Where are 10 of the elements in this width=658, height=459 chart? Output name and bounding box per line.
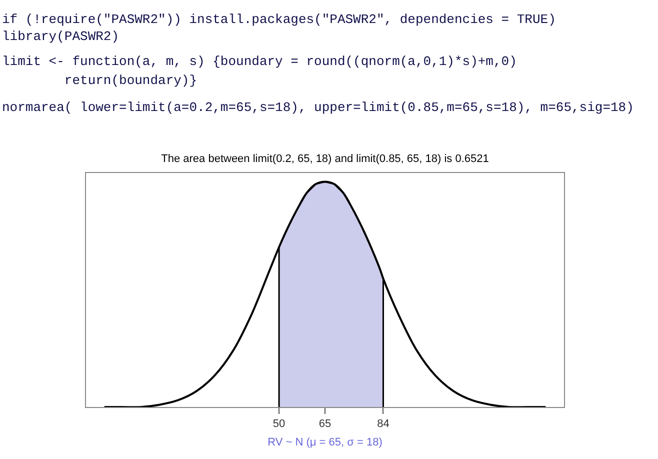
- text: return(boundary)}: [2, 73, 198, 88]
- text: library(PASWR2): [2, 29, 120, 44]
- text: limit <- function(a, m, s) {boundary = round((qnorm(a,0,1)*s)+m,0): [2, 54, 517, 69]
- chart-title: The area between limit(0.2, 65, 18) and limit(0.85, 65, 18) is 0.6521: [161, 152, 489, 165]
- x-tick-label: 50: [272, 418, 286, 430]
- x-tick-label: 84: [377, 418, 390, 430]
- text: if (!require("PASWR2")) install.packages("PASWR2", dependencies = TRUE): [2, 12, 556, 27]
- x-axis-title: RV ~ N (μ = 65, σ = 18): [268, 436, 382, 448]
- text: normarea( lower=limit(a=0.2,m=65,s=18), upper=limit(0.85,m=65,s=18), m=65,sig=18): [2, 100, 634, 115]
- x-tick-label: 65: [318, 418, 332, 430]
